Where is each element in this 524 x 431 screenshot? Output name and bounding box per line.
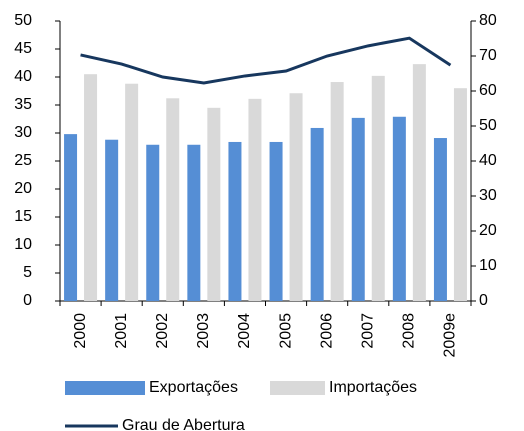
bar	[64, 134, 78, 301]
y-tick-label: 0	[23, 292, 32, 309]
y2-tick-label: 10	[479, 257, 497, 274]
legend-label: Importações	[329, 379, 417, 396]
y2-tick-label: 50	[479, 117, 497, 134]
x-tick-label: 2007	[359, 313, 376, 349]
y-tick-label: 10	[14, 236, 32, 253]
x-tick-label: 2000	[72, 313, 89, 349]
bar	[105, 139, 119, 301]
bar	[330, 82, 344, 301]
bar	[351, 117, 365, 301]
y2-tick-label: 30	[479, 187, 497, 204]
legend-swatch	[65, 381, 145, 395]
bar	[187, 144, 201, 301]
bar	[248, 98, 262, 301]
y2-tick-label: 20	[479, 222, 497, 239]
x-tick-label: 2003	[195, 313, 212, 349]
x-tick-label: 2005	[277, 313, 294, 349]
x-tick-label: 2002	[154, 313, 171, 349]
x-tick-label: 2009e	[442, 313, 459, 358]
x-tick-label: 2006	[318, 313, 335, 349]
y2-tick-label: 0	[479, 292, 488, 309]
bar	[310, 127, 324, 302]
y-tick-label: 40	[14, 68, 32, 85]
y-tick-label: 30	[14, 124, 32, 141]
bar	[146, 144, 160, 301]
bar	[228, 141, 242, 301]
y-tick-label: 15	[14, 208, 32, 225]
y2-tick-label: 70	[479, 47, 497, 64]
bar	[166, 98, 180, 301]
x-tick-label: 2004	[236, 313, 253, 349]
bar	[453, 88, 467, 301]
x-tick-label: 2008	[401, 313, 418, 349]
legend-label: Grau de Abertura	[122, 417, 245, 431]
y2-tick-label: 60	[479, 82, 497, 99]
line	[80, 36, 452, 85]
bar	[125, 83, 139, 301]
bar	[207, 107, 221, 301]
x-tick-label: 2001	[113, 313, 130, 349]
y-tick-label: 45	[14, 40, 32, 57]
bar	[289, 93, 303, 302]
bar	[371, 75, 385, 301]
bar	[433, 138, 447, 301]
bar	[392, 116, 406, 301]
y-tick-label: 35	[14, 96, 32, 113]
y2-tick-label: 80	[479, 12, 497, 29]
bar	[84, 74, 98, 301]
bar	[269, 141, 283, 301]
y-tick-label: 5	[23, 264, 32, 281]
y-tick-label: 20	[14, 180, 32, 197]
y-tick-label: 50	[14, 12, 32, 29]
y-tick-label: 25	[14, 152, 32, 169]
legend-label: Exportações	[149, 379, 238, 396]
legend-swatch	[270, 381, 325, 395]
y2-tick-label: 40	[479, 152, 497, 169]
bar	[412, 64, 426, 302]
